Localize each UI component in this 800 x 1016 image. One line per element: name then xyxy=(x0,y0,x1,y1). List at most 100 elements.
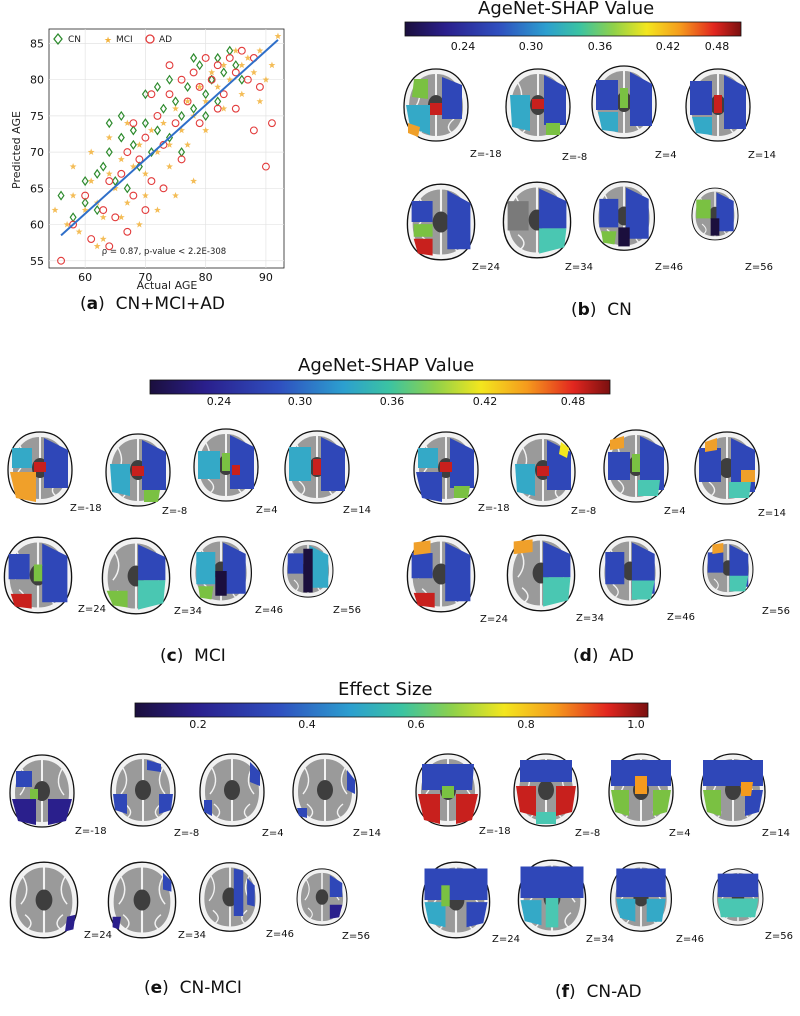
legend: CN ★ MCI AD xyxy=(53,32,172,46)
panel-c-brains xyxy=(3,428,350,615)
slice-label: Z=46 xyxy=(255,605,283,616)
x-tick-label: 60 xyxy=(78,271,92,284)
point-ad xyxy=(171,119,180,128)
cbar-tick: 0.24 xyxy=(451,40,476,53)
point-cn xyxy=(220,67,228,78)
point-mci xyxy=(232,47,240,54)
slice-label: Z=-8 xyxy=(571,506,596,517)
point-mci xyxy=(87,177,95,184)
point-mci xyxy=(129,163,137,170)
point-ad xyxy=(225,54,234,62)
panel-b-brains xyxy=(403,65,751,261)
point-mci xyxy=(75,228,83,235)
cbar-tick: 0.48 xyxy=(561,395,586,408)
correlation-annotation: ρ = 0.87, p-value < 2.2E-308 xyxy=(102,247,226,257)
point-ad xyxy=(87,235,96,243)
caption-b: (b) CN xyxy=(571,300,632,320)
point-mci xyxy=(214,83,222,90)
slice-label: Z=14 xyxy=(343,505,371,516)
point-ad xyxy=(267,119,276,128)
point-ad xyxy=(195,82,204,91)
point-ad xyxy=(105,177,114,186)
point-ad xyxy=(129,191,138,200)
point-mci xyxy=(135,220,143,228)
point-ad xyxy=(165,90,174,99)
cbar-tick: 0.42 xyxy=(656,40,681,53)
point-mci xyxy=(148,126,155,134)
cbar-tick: 0.48 xyxy=(705,40,730,53)
point-ad xyxy=(57,256,66,265)
point-mci xyxy=(172,191,179,199)
point-mci xyxy=(262,76,270,83)
point-ad xyxy=(153,111,162,120)
slice-labels-b: Z=-18 Z=-8 Z=4 Z=14 Z=24 Z=34 Z=46 Z=56 xyxy=(470,149,776,273)
caption-d: (d) AD xyxy=(573,646,634,666)
point-ad xyxy=(231,104,240,113)
slice-label: Z=-8 xyxy=(162,506,187,517)
legend-mci-marker: ★ xyxy=(104,36,112,46)
slice-label: Z=14 xyxy=(762,828,790,839)
point-cn xyxy=(147,147,155,158)
legend-ad-marker xyxy=(145,34,155,44)
point-cn xyxy=(141,118,149,129)
point-mci xyxy=(244,54,252,61)
slice-label: Z=24 xyxy=(480,614,508,625)
panel-f-brains xyxy=(415,753,766,939)
point-ad xyxy=(159,184,168,193)
point-ad xyxy=(255,82,264,91)
y-tick-label: 65 xyxy=(30,182,44,195)
colorbar-shap-mid: 0.24 0.30 0.36 0.42 0.48 xyxy=(149,379,611,408)
point-mci xyxy=(268,61,276,69)
point-mci xyxy=(123,119,131,127)
y-tick-label: 75 xyxy=(30,110,44,123)
y-tick-label: 60 xyxy=(30,219,44,232)
caption-f: (f) CN-AD xyxy=(555,982,642,1002)
point-cn xyxy=(57,190,65,201)
slice-label: Z=14 xyxy=(748,150,776,161)
point-mci xyxy=(256,47,264,54)
legend-ad: AD xyxy=(159,35,172,45)
y-axis-ticks: 55 60 65 70 75 80 85 xyxy=(30,37,44,267)
panel-d-brains xyxy=(406,429,760,613)
cbar-tick: 0.6 xyxy=(407,718,425,731)
point-mci xyxy=(196,83,204,90)
cbar-tick: 0.30 xyxy=(288,395,313,408)
slice-label: Z=46 xyxy=(266,929,294,940)
point-ad xyxy=(261,162,270,171)
point-mci xyxy=(226,76,234,83)
point-cn xyxy=(99,161,107,172)
point-ad xyxy=(135,155,144,164)
point-ad xyxy=(201,54,210,62)
point-mci xyxy=(154,148,161,156)
point-ad xyxy=(189,68,198,77)
caption-a: (a) CN+MCI+AD xyxy=(80,294,225,314)
point-ad xyxy=(147,177,156,186)
colorbar-title-top: AgeNet-SHAP Value xyxy=(478,0,655,19)
point-mci xyxy=(190,177,198,184)
slice-labels-c: Z=-18 Z=-8 Z=4 Z=14 Z=24 Z=34 Z=46 Z=56 xyxy=(70,503,371,617)
point-mci xyxy=(166,163,173,170)
point-mci xyxy=(202,97,210,105)
point-ad xyxy=(123,227,132,236)
legend-mci: MCI xyxy=(116,35,133,45)
cbar-tick: 0.42 xyxy=(473,395,498,408)
point-ad xyxy=(183,97,192,106)
colorbar-title-effect: Effect Size xyxy=(338,679,433,700)
slice-labels-f: Z=-18 Z=-8 Z=4 Z=14 Z=24 Z=34 Z=46 Z=56 xyxy=(479,826,793,945)
point-mci xyxy=(123,199,131,206)
point-cn xyxy=(117,132,125,143)
point-mci xyxy=(81,206,89,213)
point-mci xyxy=(117,155,125,163)
point-mci xyxy=(238,90,246,98)
regression-line xyxy=(60,39,279,237)
slice-label: Z=-8 xyxy=(562,152,587,163)
point-ad xyxy=(231,68,240,77)
point-mci xyxy=(184,97,192,105)
point-mci xyxy=(135,141,143,148)
point-ad xyxy=(165,61,174,70)
y-tick-label: 85 xyxy=(30,37,44,50)
x-tick-label: 80 xyxy=(199,271,213,284)
point-mci xyxy=(166,141,173,148)
point-mci xyxy=(117,213,125,221)
